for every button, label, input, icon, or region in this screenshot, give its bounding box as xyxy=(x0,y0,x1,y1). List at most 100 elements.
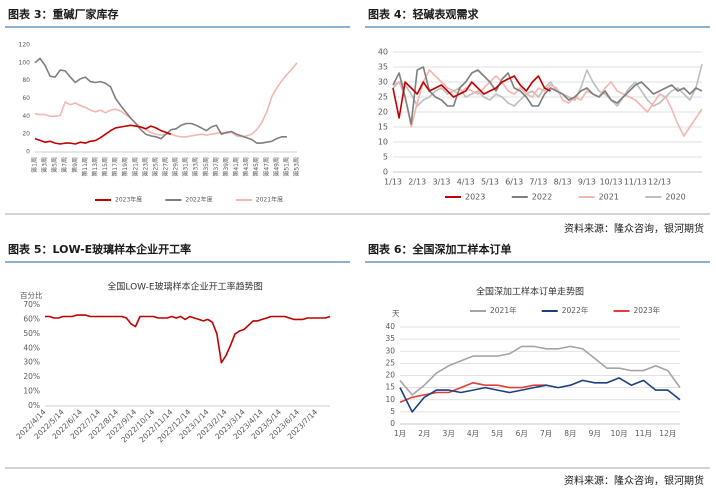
x-tick-label: 第49周 xyxy=(272,157,280,177)
y-tick-label: 20 xyxy=(22,131,30,138)
y-tick-label: 40 xyxy=(378,48,388,57)
legend-label: 2023年度 xyxy=(115,196,142,204)
x-tick-label: 11/13 xyxy=(624,178,647,187)
y-tick-label: 5 xyxy=(383,153,388,162)
legend-label: 2020 xyxy=(665,193,685,202)
series-line xyxy=(392,69,703,137)
x-tick-label: 9/13 xyxy=(578,178,596,187)
caption: 图表 5：LOW-E玻璃样本企业开工率 xyxy=(8,242,191,256)
x-tick-label: 第21周 xyxy=(131,157,139,177)
x-tick-label: 第9周 xyxy=(71,157,79,173)
x-tick-label: 第45周 xyxy=(252,157,260,177)
y-axis-label: 天 xyxy=(392,309,400,318)
y-tick-label: 60 xyxy=(22,95,30,102)
x-tick-label: 1月 xyxy=(394,429,406,438)
y-tick-label: 40 xyxy=(385,322,395,331)
legend-label: 2023 xyxy=(465,193,485,202)
x-tick-label: 第51周 xyxy=(282,157,290,177)
x-tick-label: 第23周 xyxy=(141,157,149,177)
y-tick-label: 100 xyxy=(19,59,31,66)
y-tick-label: 30 xyxy=(385,346,395,355)
x-tick-label: 5月 xyxy=(491,429,503,438)
legend-label: 2021 xyxy=(599,193,619,202)
x-tick-label: 第11周 xyxy=(81,157,89,177)
x-tick-label: 10/13 xyxy=(600,178,623,187)
series-line xyxy=(34,57,287,144)
x-tick-label: 2月 xyxy=(418,429,430,438)
x-tick-label: 第25周 xyxy=(151,157,159,177)
x-tick-label: 1/13 xyxy=(384,178,402,187)
x-tick-label: 第35周 xyxy=(202,157,210,177)
series-line xyxy=(45,314,331,364)
x-tick-label: 第1周 xyxy=(31,157,39,173)
x-tick-label: 8/13 xyxy=(554,178,572,187)
y-tick-label: 40 xyxy=(22,113,30,120)
x-tick-label: 7/13 xyxy=(529,178,547,187)
legend-label: 2022年 xyxy=(562,305,589,315)
source: 资料来源：隆众咨询，银河期货 xyxy=(564,222,704,235)
x-tick-label: 12/13 xyxy=(648,178,671,187)
caption: 图表 6：全国深加工样本订单 xyxy=(368,242,511,256)
legend-label: 2023年 xyxy=(634,305,661,315)
x-tick-label: 第29周 xyxy=(172,157,180,177)
y-tick-label: 70% xyxy=(23,300,40,309)
x-tick-label: 第31周 xyxy=(182,157,190,177)
x-tick-label: 第27周 xyxy=(162,157,170,177)
y-tick-label: 15 xyxy=(378,123,388,132)
x-tick-label: 第7周 xyxy=(61,157,69,173)
x-tick-label: 8月 xyxy=(564,429,576,438)
x-tick-label: 第5周 xyxy=(51,157,59,173)
x-tick-label: 3/13 xyxy=(432,178,450,187)
x-tick-label: 第3周 xyxy=(41,157,49,173)
x-tick-label: 2/13 xyxy=(408,178,426,187)
y-tick-label: 0 xyxy=(390,419,395,428)
y-tick-label: 20 xyxy=(385,371,395,380)
series-line xyxy=(399,382,547,403)
x-tick-label: 第41周 xyxy=(232,157,240,177)
y-axis-label: 百分比 xyxy=(20,290,43,300)
y-tick-label: 25 xyxy=(378,93,388,102)
caption: 图表 3：重碱厂家库存 xyxy=(8,7,118,21)
y-tick-label: 20% xyxy=(23,372,40,381)
x-tick-label: 第47周 xyxy=(262,157,270,177)
x-tick-label: 10月 xyxy=(611,429,628,438)
y-tick-label: 0 xyxy=(26,149,30,156)
y-tick-label: 25 xyxy=(385,358,395,367)
x-tick-label: 6/13 xyxy=(505,178,523,187)
y-tick-label: 30% xyxy=(23,358,40,367)
x-tick-label: 5/13 xyxy=(481,178,499,187)
y-tick-label: 80 xyxy=(22,77,30,84)
legend-label: 2021年度 xyxy=(256,196,283,204)
series-line xyxy=(34,62,298,138)
y-tick-label: 0 xyxy=(383,168,388,177)
x-tick-label: 第43周 xyxy=(242,157,250,177)
x-tick-label: 6月 xyxy=(516,429,528,438)
y-tick-label: 10 xyxy=(378,138,388,147)
y-tick-label: 35 xyxy=(378,63,388,72)
chart-title: 全国深加工样本订单走势图 xyxy=(476,286,584,298)
x-tick-label: 12月 xyxy=(659,429,676,438)
chart-title: 全国LOW-E玻璃样本企业开工率趋势图 xyxy=(107,281,262,293)
series-line xyxy=(399,377,681,413)
x-tick-label: 4/13 xyxy=(457,178,475,187)
x-tick-label: 3月 xyxy=(443,429,455,438)
series-line xyxy=(392,63,703,107)
y-tick-label: 50% xyxy=(23,329,40,338)
y-tick-label: 0% xyxy=(28,401,40,410)
y-tick-label: 120 xyxy=(19,42,31,49)
x-tick-label: 第13周 xyxy=(91,157,99,177)
series-line xyxy=(392,75,551,119)
x-tick-label: 第15周 xyxy=(101,157,109,177)
y-tick-label: 10% xyxy=(23,387,40,396)
y-tick-label: 5 xyxy=(390,407,395,416)
source: 资料来源：隆众咨询，银河期货 xyxy=(564,474,704,487)
legend-label: 2022 xyxy=(532,193,552,202)
y-tick-label: 60% xyxy=(23,314,40,323)
x-tick-label: 第19周 xyxy=(121,157,129,177)
series-line xyxy=(399,345,681,396)
y-tick-label: 20 xyxy=(378,108,388,117)
series-line xyxy=(392,66,703,125)
y-tick-label: 10 xyxy=(385,395,395,404)
y-tick-label: 15 xyxy=(385,383,395,392)
